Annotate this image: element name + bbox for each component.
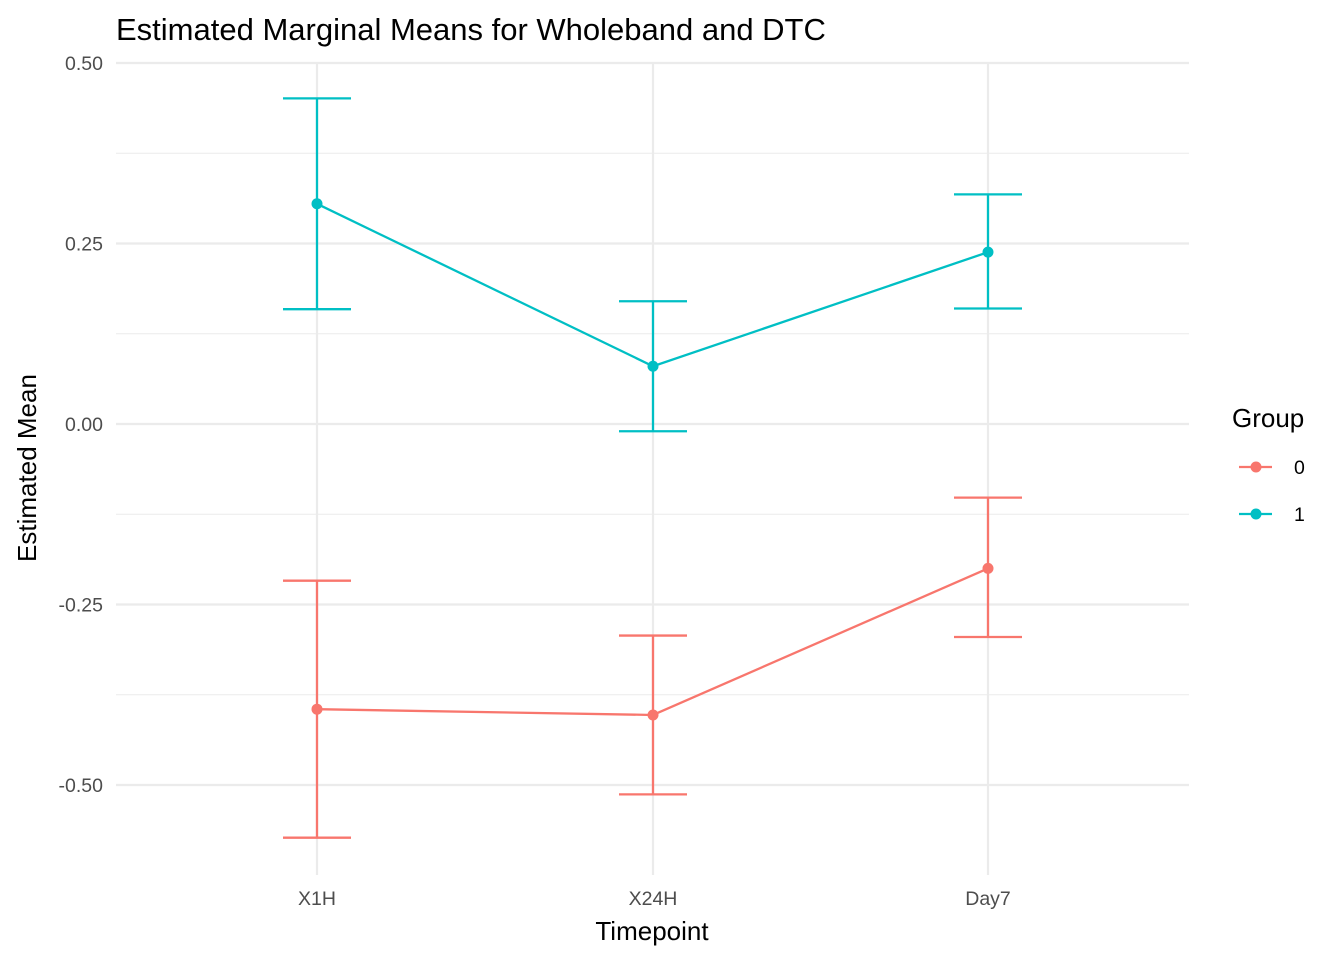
series-layer xyxy=(283,97,1022,839)
legend-item-0: 0 xyxy=(1239,457,1305,479)
x-tick-label: Day7 xyxy=(965,888,1011,910)
legend-key-point xyxy=(1250,508,1262,520)
x-tick-labels: X1H X24H Day7 xyxy=(298,888,1011,910)
y-tick-label: 0.25 xyxy=(65,234,103,256)
legend-label: 1 xyxy=(1294,504,1305,526)
y-axis-title: Estimated Mean xyxy=(12,374,42,562)
x-tick-label: X24H xyxy=(629,888,678,910)
legend-item-1: 1 xyxy=(1239,504,1305,526)
y-tick-label: 0.00 xyxy=(65,414,103,436)
y-tick-label: -0.50 xyxy=(59,775,104,797)
x-axis-title: Timepoint xyxy=(595,916,709,946)
data-point xyxy=(311,703,323,715)
data-point xyxy=(647,709,659,721)
series-group-0 xyxy=(283,496,1022,839)
y-tick-label: 0.50 xyxy=(65,53,103,75)
data-point xyxy=(982,562,994,574)
series-group-1 xyxy=(283,97,1022,433)
legend-title: Group xyxy=(1232,403,1304,433)
legend-key-point xyxy=(1250,461,1262,473)
chart-title: Estimated Marginal Means for Wholeband a… xyxy=(116,12,826,47)
legend: Group 01 xyxy=(1232,403,1305,526)
legend-items: 01 xyxy=(1239,457,1305,526)
data-point xyxy=(647,360,659,372)
data-point xyxy=(311,198,323,210)
y-tick-labels: 0.50 0.25 0.00 -0.25 -0.50 xyxy=(59,53,104,797)
data-point xyxy=(982,246,994,258)
legend-label: 0 xyxy=(1294,457,1305,479)
x-tick-label: X1H xyxy=(298,888,336,910)
y-tick-label: -0.25 xyxy=(59,595,104,617)
